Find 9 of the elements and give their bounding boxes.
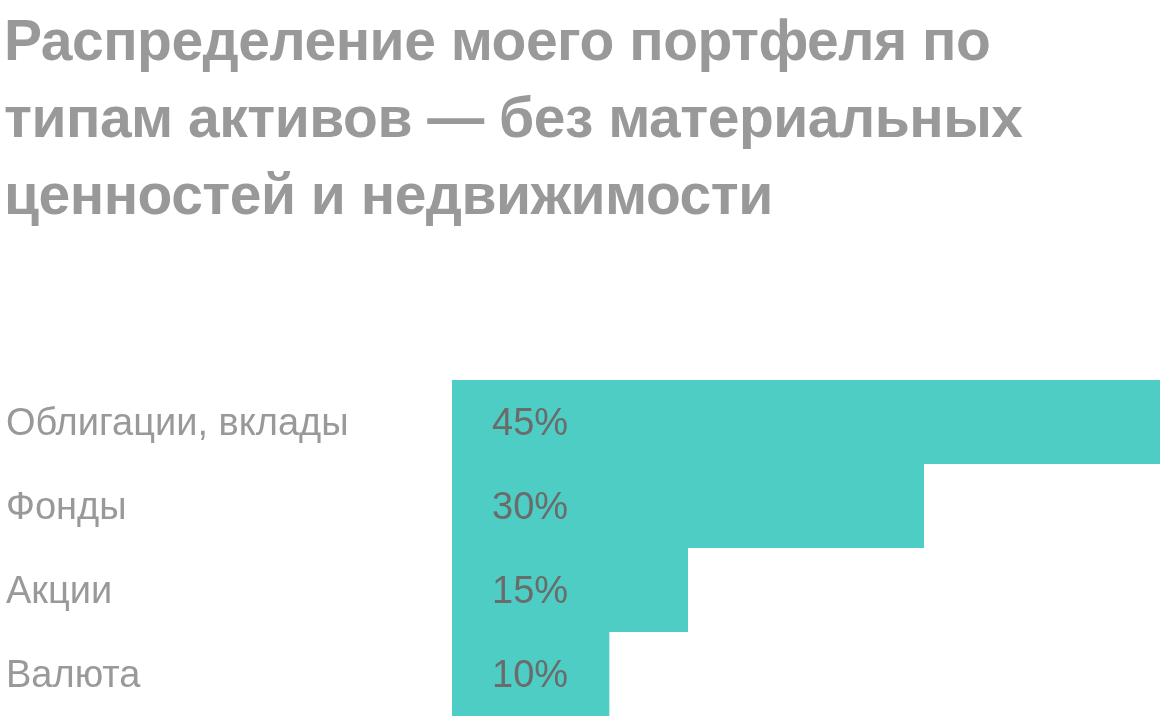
y-tick-label: Облигации, вклады (6, 401, 349, 443)
data-label: 30% (492, 485, 569, 527)
y-tick-label: Фонды (6, 485, 127, 527)
data-label: 15% (492, 569, 569, 611)
y-tick-label: Акции (6, 569, 113, 611)
data-label: 10% (492, 653, 569, 695)
y-tick-label: Валюта (6, 653, 142, 695)
chart-title: Распределение моего портфеля по типам активов — без материальных ценностей и недвижимости (4, 7, 1024, 228)
data-label: 45% (492, 401, 569, 443)
